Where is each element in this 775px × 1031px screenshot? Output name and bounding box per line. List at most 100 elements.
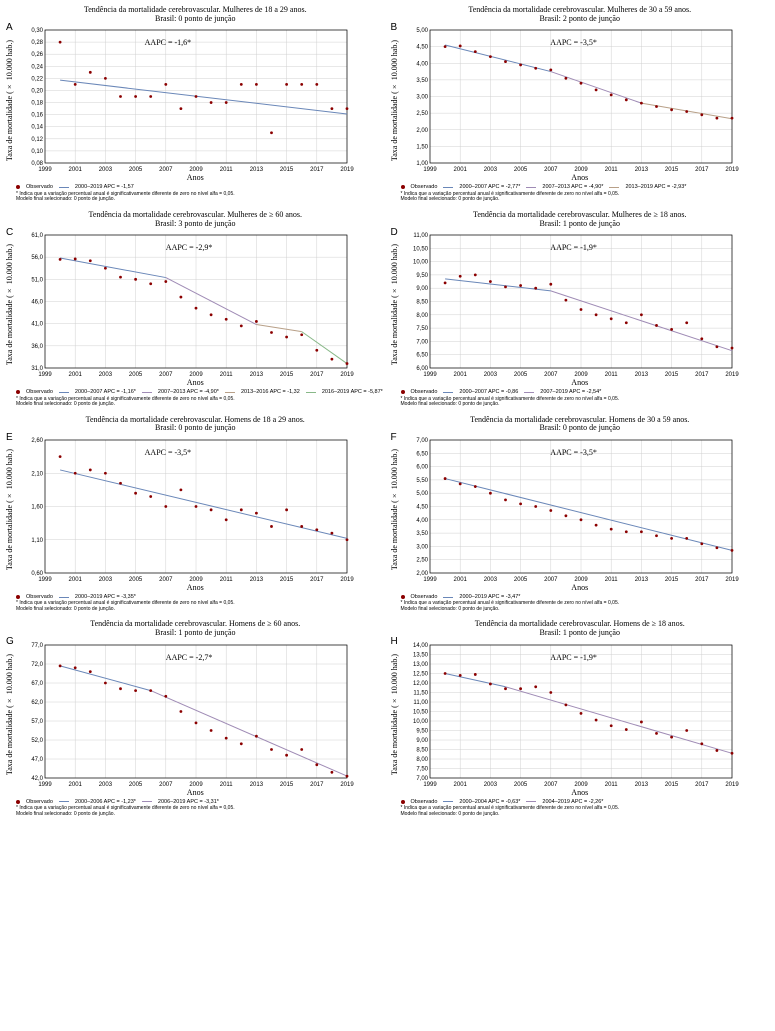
svg-text:2013: 2013 (634, 782, 648, 788)
chart-subtitle: Brasil: 1 ponto de junção (4, 629, 387, 637)
aapc-annotation: AAPC = -3,5* (145, 448, 192, 457)
svg-text:2,50: 2,50 (416, 557, 428, 563)
chart-svg: 0,601,101,602,102,6019992001200320052007… (15, 435, 355, 585)
svg-text:2019: 2019 (340, 372, 354, 378)
chart-svg: 0,080,100,120,140,160,180,200,220,240,26… (15, 25, 355, 175)
svg-text:6,00: 6,00 (416, 464, 428, 470)
svg-text:11,00: 11,00 (413, 233, 428, 239)
panel-d: DTendência da mortalidade cerebrovascula… (389, 209, 772, 412)
svg-text:7,00: 7,00 (416, 438, 428, 444)
svg-text:3,00: 3,00 (416, 544, 428, 550)
svg-text:0,18: 0,18 (31, 101, 43, 107)
panel-letter: F (391, 432, 397, 443)
svg-text:1,60: 1,60 (31, 504, 43, 510)
chart-subtitle: Brasil: 2 ponto de junção (389, 15, 772, 23)
chart-subtitle: Brasil: 0 ponto de junção (4, 15, 387, 23)
svg-text:1999: 1999 (423, 577, 437, 583)
svg-text:2015: 2015 (664, 782, 678, 788)
svg-text:2001: 2001 (69, 577, 83, 583)
svg-text:0,22: 0,22 (31, 77, 43, 83)
svg-text:52,0: 52,0 (31, 738, 43, 744)
svg-text:47,0: 47,0 (31, 757, 43, 763)
panel-g: GTendência da mortalidade cerebrovascula… (4, 618, 387, 821)
svg-text:2011: 2011 (604, 577, 618, 583)
svg-text:2001: 2001 (453, 577, 467, 583)
aapc-annotation: AAPC = -2,7* (166, 653, 213, 662)
svg-text:2013: 2013 (250, 577, 264, 583)
svg-text:2009: 2009 (574, 167, 588, 173)
svg-text:0,24: 0,24 (31, 64, 43, 70)
panel-letter: D (391, 227, 398, 238)
svg-text:2017: 2017 (695, 782, 709, 788)
svg-text:2005: 2005 (513, 167, 527, 173)
svg-text:2007: 2007 (544, 782, 558, 788)
svg-text:2019: 2019 (725, 167, 739, 173)
svg-text:10,00: 10,00 (412, 260, 428, 266)
svg-text:2007: 2007 (159, 782, 173, 788)
svg-text:2017: 2017 (310, 577, 324, 583)
y-axis-label: Taxa de mortalidade (× 10.000 hab.) (4, 449, 15, 570)
svg-text:2001: 2001 (453, 372, 467, 378)
y-axis-label: Taxa de mortalidade (× 10.000 hab.) (4, 244, 15, 365)
svg-text:1999: 1999 (423, 372, 437, 378)
svg-text:2011: 2011 (220, 577, 234, 583)
svg-text:10,50: 10,50 (412, 246, 428, 252)
panel-letter: C (6, 227, 13, 238)
aapc-annotation: AAPC = -3,5* (550, 38, 597, 47)
svg-text:0,30: 0,30 (31, 28, 43, 34)
svg-text:2,00: 2,00 (416, 128, 428, 134)
svg-text:3,00: 3,00 (416, 95, 428, 101)
panel-letter: H (391, 636, 398, 647)
svg-text:2011: 2011 (604, 372, 618, 378)
svg-text:61,0: 61,0 (31, 233, 43, 239)
svg-text:5,50: 5,50 (416, 478, 428, 484)
y-axis-label: Taxa de mortalidade (× 10.000 hab.) (389, 40, 400, 161)
svg-text:2001: 2001 (69, 782, 83, 788)
svg-text:6,50: 6,50 (416, 353, 428, 359)
svg-text:2005: 2005 (129, 782, 143, 788)
footnote: * Indica que a variação percentual anual… (16, 806, 387, 817)
svg-text:2019: 2019 (725, 782, 739, 788)
legend: Observado2000–2019 APC = -1,57 (16, 184, 387, 191)
svg-text:2001: 2001 (453, 782, 467, 788)
svg-text:5,00: 5,00 (416, 491, 428, 497)
svg-text:41,0: 41,0 (31, 322, 43, 328)
chart-wrap: Taxa de mortalidade (× 10.000 hab.)0,601… (4, 435, 387, 585)
panel-letter: E (6, 432, 13, 443)
svg-text:1,50: 1,50 (416, 145, 428, 151)
chart-wrap: Taxa de mortalidade (× 10.000 hab.)2,002… (389, 435, 772, 585)
svg-text:0,28: 0,28 (31, 40, 43, 46)
svg-text:14,00: 14,00 (412, 643, 428, 649)
chart-subtitle: Brasil: 0 ponto de junção (389, 424, 772, 432)
svg-text:46,0: 46,0 (31, 299, 43, 305)
svg-text:3,50: 3,50 (416, 531, 428, 537)
svg-text:0,10: 0,10 (31, 149, 43, 155)
svg-text:2005: 2005 (513, 782, 527, 788)
svg-text:2019: 2019 (340, 577, 354, 583)
panel-h: HTendência da mortalidade cerebrovascula… (389, 618, 772, 821)
svg-text:67,0: 67,0 (31, 681, 43, 687)
y-axis-label: Taxa de mortalidade (× 10.000 hab.) (389, 654, 400, 775)
svg-text:0,16: 0,16 (31, 113, 43, 119)
svg-text:1999: 1999 (38, 577, 52, 583)
panel-letter: B (391, 22, 398, 33)
footnote: * Indica que a variação percentual anual… (16, 192, 387, 203)
aapc-annotation: AAPC = -1,9* (550, 653, 597, 662)
svg-text:2017: 2017 (695, 372, 709, 378)
svg-text:1999: 1999 (423, 167, 437, 173)
chart-subtitle: Brasil: 0 ponto de junção (4, 424, 387, 432)
chart-svg: 31,036,041,046,051,056,061,0199920012003… (15, 230, 355, 380)
svg-text:11,00: 11,00 (413, 700, 428, 706)
svg-text:3,50: 3,50 (416, 78, 428, 84)
svg-text:2003: 2003 (99, 782, 113, 788)
svg-text:4,00: 4,00 (416, 518, 428, 524)
footnote: * Indica que a variação percentual anual… (401, 601, 772, 612)
svg-text:2009: 2009 (574, 372, 588, 378)
svg-text:2007: 2007 (159, 167, 173, 173)
svg-text:1999: 1999 (38, 782, 52, 788)
svg-text:2003: 2003 (99, 372, 113, 378)
svg-text:13,00: 13,00 (412, 662, 428, 668)
svg-text:2013: 2013 (250, 372, 264, 378)
svg-text:7,00: 7,00 (416, 339, 428, 345)
svg-text:2001: 2001 (453, 167, 467, 173)
